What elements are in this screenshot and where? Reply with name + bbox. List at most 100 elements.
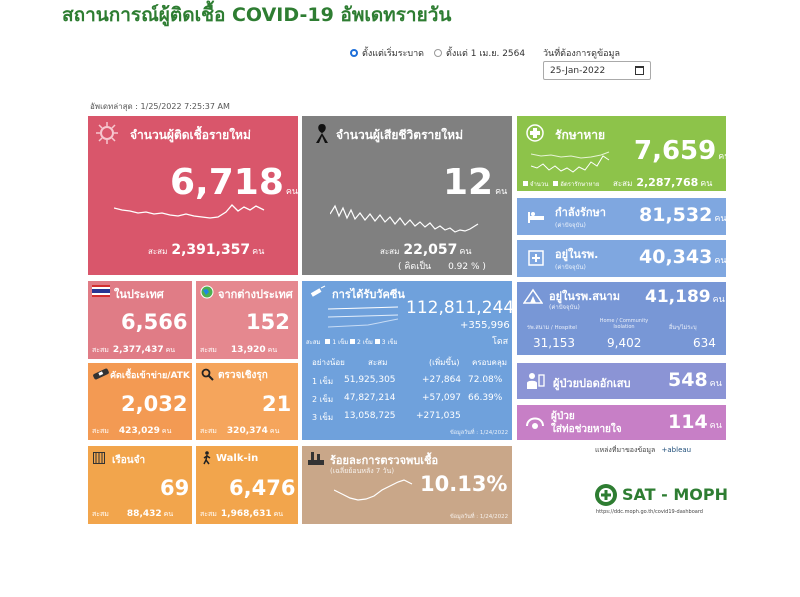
field-col3-label: อื่นๆ/ไม่ระบุ [669,325,697,331]
legend-dose3-icon [374,339,380,344]
new-deaths-pct: ( คิดเป็น 0.92 % ) [398,259,486,273]
domestic-cum-value: 2,377,437 [112,345,164,355]
radio-since-start[interactable]: ตั้งแต่เริ่มระบาด [350,46,424,60]
vaccine-row-cum: 47,827,214 [344,393,396,403]
new-deaths-tile[interactable]: จำนวนผู้เสียชีวิตรายใหม่ 12 คน สะสม 22,057… [302,116,512,275]
medical-cross-icon [526,124,544,142]
treating-label: กำลังรักษา [555,206,606,219]
active-search-value: 21 [262,392,292,416]
radio-since-start-label: ตั้งแต่เริ่มระบาด [362,49,425,59]
date-label: วันที่ต้องการดูข้อมูล [543,49,620,59]
recovered-sparkline [531,151,610,173]
legend-dose1-icon [325,339,331,344]
positivity-value: 10.13% [420,472,508,496]
prison-label: เรือนจำ [112,455,146,466]
vaccine-tile[interactable]: การได้รับวัคซีน 112,811,244 +355,996 โดส… [302,281,512,440]
vaccine-row-dose: 1 เข็ม [312,377,334,386]
virus-icon [96,122,118,144]
active-search-cum-label: สะสม [200,427,217,435]
new-deaths-sparkline [330,204,479,233]
positivity-label: ร้อยละการตรวจพบเชื้อ [330,454,439,467]
atk-label: คัดเชื้อเข้าข่าย/ATK [110,371,190,381]
treating-value: 81,532 [639,204,713,226]
ventilator-icon [526,417,544,429]
prison-tile[interactable]: เรือนจำ 69 สะสม 88,432 คน [88,446,192,524]
new-cases-value: 6,718 [170,162,284,203]
patient-icon [527,373,545,389]
thai-flag-icon [92,285,110,297]
positivity-tile[interactable]: ร้อยละการตรวจพบเชื้อ (เฉลี่ยย้อนหลัง 7 ว… [302,446,512,524]
domestic-tile[interactable]: ในประเทศ 6,566 สะสม 2,377,437 คน [88,281,192,359]
imported-tile[interactable]: จากต่างประเทศ 152 สะสม 13,920 คน [196,281,298,359]
new-deaths-unit: คน [495,187,508,197]
vaccine-legend-2: 2 เข็ม [357,339,373,346]
new-cases-cum: สะสม 2,391,357 คน [148,242,264,258]
hospital-value: 40,343 [639,246,713,268]
vaccine-row-dose: 2 เข็ม [312,395,334,404]
ventilator-value-wrap: 114 คน [668,411,722,433]
prison-value: 69 [160,476,190,500]
walkin-cum-value: 1,968,631 [220,509,272,519]
calendar-icon[interactable] [635,66,644,75]
domestic-cum: สะสม 2,377,437 คน [92,345,175,356]
atk-cum: สะสม 423,029 คน [92,426,171,437]
radio-since-april[interactable]: ตั้งแต่ 1 เม.ย. 2564 [434,46,525,60]
new-cases-label: จำนวนผู้ติดเชื้อรายใหม่ [130,128,251,142]
active-search-label: ตรวจเชิงรุก [218,370,268,381]
field-hospital-sub: (ค่าปัจจุบัน) [549,304,580,311]
ventilator-unit: คน [709,421,722,431]
recovered-unit: คน [718,152,726,162]
recovered-cum-value: 2,287,768 [636,176,699,189]
imported-cum-unit: คน [267,346,278,354]
field-hospital-value: 41,189 [645,287,711,307]
recovered-cum-unit: คน [700,179,713,189]
walkin-cum: สะสม 1,968,631 คน [200,509,283,520]
date-picker-input[interactable]: 25-Jan-2022 [543,61,651,80]
sat-moph-logo: SAT - MOPH [622,485,728,504]
pneumonia-tile[interactable]: ผู้ป่วยปอดอักเสบ 548 คน [517,363,726,399]
legend-dose2-icon [350,339,356,344]
source-line: แหล่งที่มาของข้อมูล +ableau [595,445,691,456]
vaccine-header-3: ครอบคลุม [472,358,508,367]
vaccine-legend-3: 3 เข็ม [381,339,398,346]
hospital-icon [528,250,544,266]
vaccine-row-coverage: 66.39% [468,393,503,403]
treating-tile[interactable]: กำลังรักษา (ค่าปัจจุบัน) 81,532 คน [517,198,726,235]
globe-icon [200,285,214,299]
recovered-legend: จำนวน อัตรารักษาหาย [523,179,599,189]
source-url[interactable]: https://ddc.moph.go.th/covid19-dashboard [596,509,703,515]
field-col1-label: รพ.สนาม / Hospitel [527,325,577,331]
field-hospital-tile[interactable]: อยู่ในรพ.สนาม (ค่าปัจจุบัน) 41,189 คน รพ.… [517,282,726,355]
tableau-logo: +ableau [661,446,692,454]
walkin-tile[interactable]: Walk-in 6,476 สะสม 1,968,631 คน [196,446,298,524]
new-deaths-pct-label: ( คิดเป็น [398,262,432,272]
field-col3-value: 634 [693,336,716,350]
radio-unselected-icon[interactable] [434,49,442,57]
walking-person-icon [203,451,211,465]
new-cases-cum-value: 2,391,357 [171,242,251,258]
treating-value-wrap: 81,532 คน [639,204,726,226]
field-col2-label: Home / Community Isolation [599,318,649,330]
active-search-tile[interactable]: ตรวจเชิงรุก 21 สะสม 320,374 คน [196,363,298,440]
imported-value: 152 [246,310,290,334]
tent-icon [523,288,543,304]
recovered-cum: สะสม 2,287,768 คน [613,176,712,190]
new-cases-tile[interactable]: จำนวนผู้ติดเชื้อรายใหม่ 6,718 คน สะสม 2,39… [88,116,298,275]
lab-test-icon [308,452,324,465]
atk-tile[interactable]: คัดเชื้อเข้าข่าย/ATK 2,032 สะสม 423,029 คน [88,363,192,440]
prison-cum-value: 88,432 [126,509,162,519]
ventilator-tile[interactable]: ผู้ป่วย ใส่ท่อช่วยหายใจ 114 คน [517,405,726,440]
vaccine-header-0: อย่างน้อย [312,358,345,367]
ventilator-value: 114 [668,411,708,433]
hospital-sub: (ค่าปัจจุบัน) [555,264,586,271]
atk-cum-label: สะสม [92,427,109,435]
recovered-tile[interactable]: รักษาหาย จำนวน อัตรารักษาหาย 7,659คน สะส… [517,116,726,191]
field-hospital-label: อยู่ในรพ.สนาม [549,290,620,303]
vaccine-row-delta: +271,035 [416,411,461,421]
new-cases-cum-label: สะสม [148,247,168,256]
hospital-tile[interactable]: อยู่ในรพ. (ค่าปัจจุบัน) 40,343 คน [517,240,726,277]
positivity-sparkline [334,479,413,501]
ventilator-label-1: ผู้ป่วย [551,411,575,422]
radio-selected-icon[interactable] [350,49,358,57]
walkin-cum-unit: คน [273,510,284,518]
